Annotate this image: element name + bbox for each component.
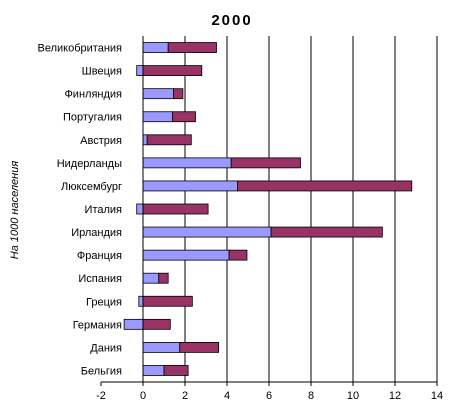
bar-segment — [136, 65, 144, 76]
axes — [100, 36, 438, 386]
x-tick-label: 12 — [389, 390, 401, 402]
gridlines — [142, 36, 438, 382]
category-label: Греция — [86, 296, 122, 308]
bar-segment — [142, 365, 165, 376]
chart-title: 2000 — [211, 12, 252, 29]
category-label: Бельгия — [81, 365, 122, 377]
bar-segment — [123, 318, 144, 330]
category-label: Португалия — [63, 112, 122, 124]
bar-segment — [142, 180, 238, 192]
x-tick-labels: -2 0 2 4 6 8 10 12 14 — [96, 390, 443, 402]
category-label: Австрия — [80, 135, 122, 147]
bars-group — [123, 42, 413, 376]
bar-segment — [167, 42, 217, 53]
x-tick-label: 14 — [431, 390, 443, 402]
bar-segment — [138, 295, 144, 307]
category-label: Финляндия — [64, 89, 122, 101]
bar-segment — [142, 272, 160, 284]
x-tick-label: 8 — [308, 390, 314, 402]
bar-segment — [142, 88, 174, 100]
bar-segment — [173, 88, 184, 100]
bar-segment — [142, 341, 181, 353]
category-label: Швеция — [82, 66, 122, 78]
bar-segment — [142, 134, 148, 146]
category-label: Франция — [77, 250, 122, 262]
bar-segment — [171, 111, 196, 123]
bar-segment — [146, 134, 192, 146]
bar-segment — [228, 249, 248, 261]
x-tick-label: 6 — [266, 390, 272, 402]
x-tick-label: -2 — [96, 390, 106, 402]
bar-segment — [270, 226, 383, 238]
category-label: Дания — [90, 342, 122, 354]
x-tick-label: 2 — [182, 390, 188, 402]
bar-segment — [142, 226, 272, 238]
bar-segment — [158, 272, 169, 284]
bar-segment — [163, 365, 189, 376]
x-tick-label: 0 — [140, 390, 146, 402]
bar-segment — [142, 111, 173, 123]
x-tick-label: 4 — [224, 390, 230, 402]
bar-segment — [179, 341, 219, 353]
category-label: Германия — [73, 319, 122, 331]
y-axis-label: На 1000 населения — [9, 161, 21, 260]
category-labels: Великобритания Швеция Финляндия Португалия А… — [38, 43, 123, 378]
category-label: Великобритания — [38, 43, 123, 55]
bar-segment — [136, 203, 144, 215]
category-label: Ирландия — [71, 227, 122, 239]
category-label: Нидерланды — [57, 158, 122, 170]
bar-segment — [237, 180, 413, 192]
bar-segment — [142, 157, 232, 169]
bar-segment — [142, 203, 209, 215]
bar-segment — [142, 65, 203, 76]
category-label: Испания — [78, 273, 122, 285]
bar-segment — [142, 249, 230, 261]
x-tick-label: 10 — [347, 390, 359, 402]
bar-segment — [142, 42, 169, 53]
bar-segment — [142, 295, 193, 307]
category-label: Люксембург — [61, 181, 122, 193]
bar-segment — [142, 318, 171, 330]
bar-segment — [230, 157, 301, 169]
category-label: Италия — [85, 204, 123, 216]
